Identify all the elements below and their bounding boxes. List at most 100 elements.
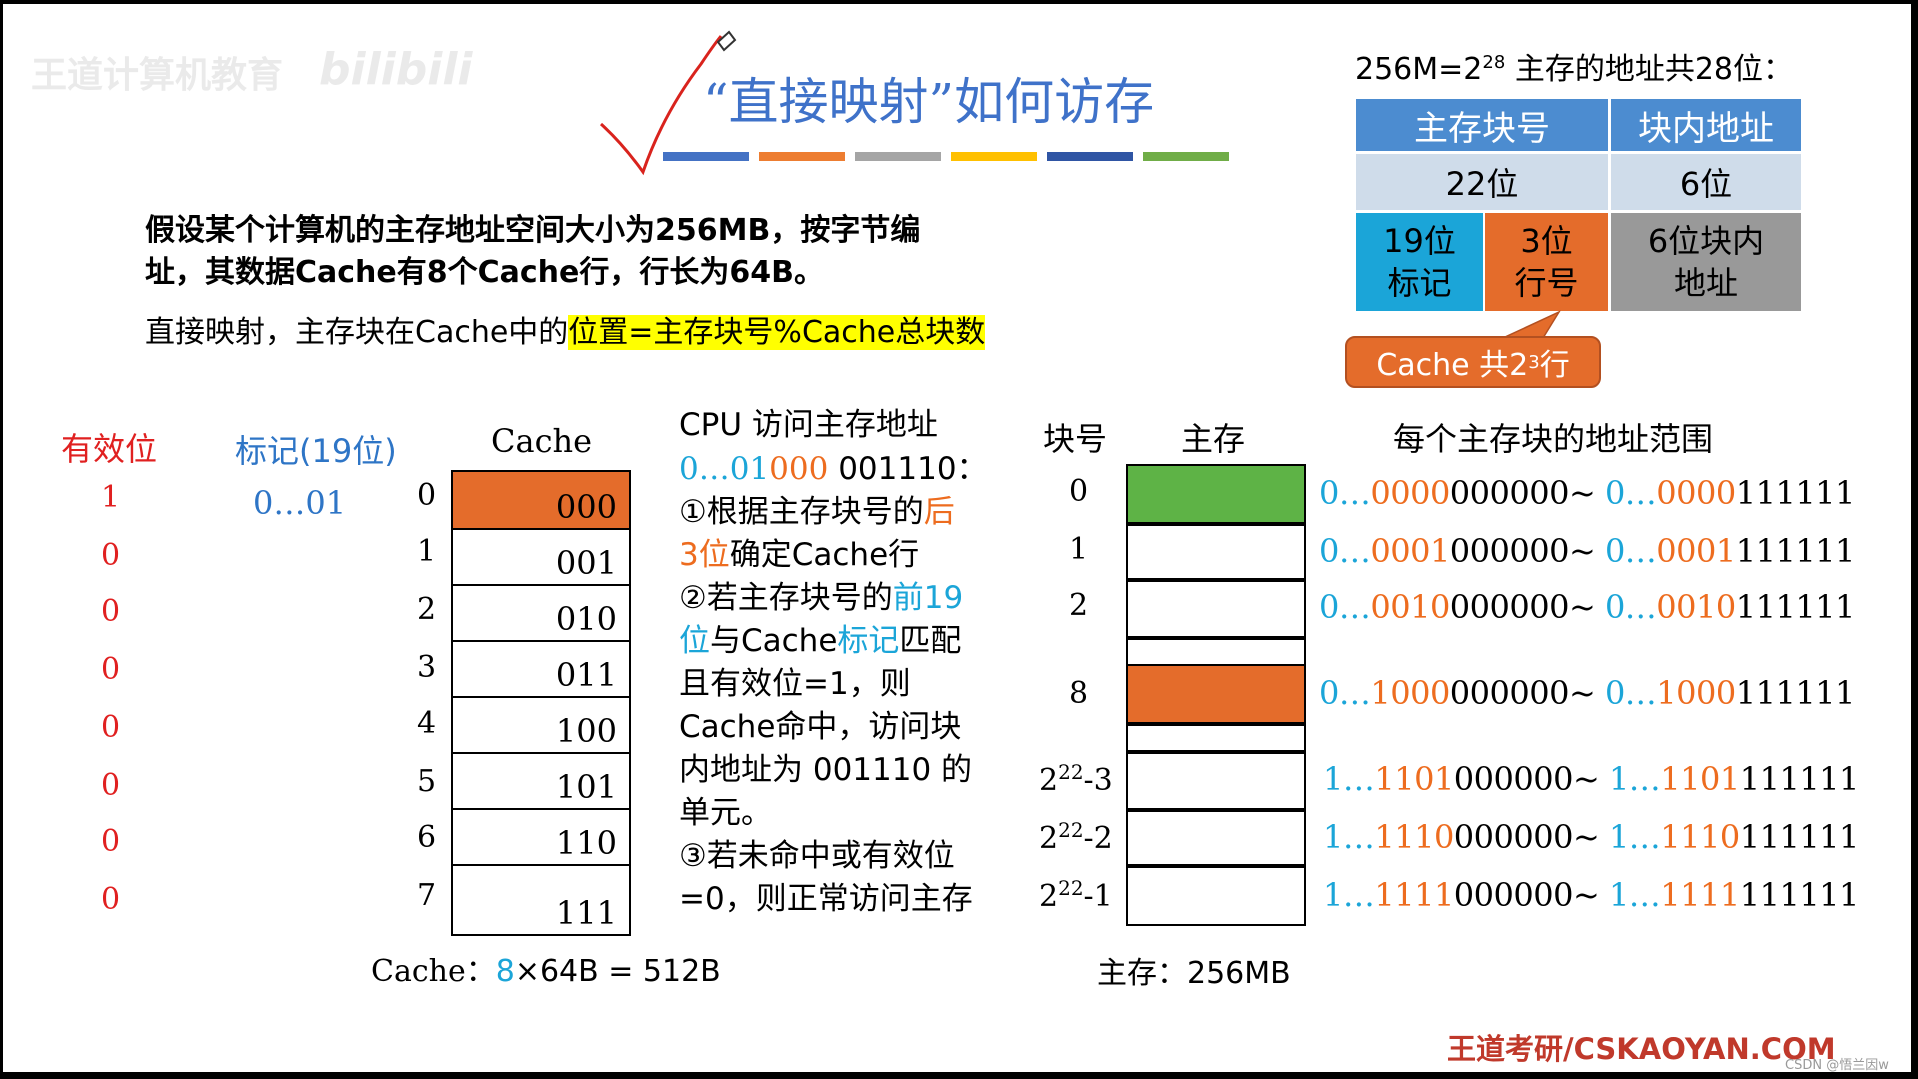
- offset-field: 6位块内 地址: [1611, 213, 1801, 311]
- step2-f: 匹配: [899, 623, 962, 659]
- cache-index: 7: [417, 878, 437, 913]
- range-end-lo: 111111: [1739, 876, 1860, 914]
- cache-line-box: 011: [451, 640, 631, 698]
- tag-field-l1: 19位: [1383, 222, 1456, 260]
- range-tilde: ~: [1568, 474, 1605, 512]
- range-end-hi: 0…: [1604, 532, 1657, 570]
- caption-prefix: 256M=2: [1355, 52, 1483, 87]
- block-id: 0: [1069, 474, 1089, 509]
- cache-line-label: 010: [555, 600, 617, 638]
- title-strip-orange: [759, 152, 845, 161]
- step2-line5: 内地址为 001110 的: [679, 752, 973, 788]
- slide: { "watermark": { "text": "王道计算机教育", "log…: [3, 4, 1911, 1072]
- callout-prefix: Cache 共2: [1376, 348, 1529, 383]
- range-start-mid: 0000: [1370, 474, 1450, 512]
- range-tilde: ~: [1572, 760, 1609, 798]
- cache-footer-rest: ×64B = 512B: [514, 954, 721, 989]
- memory-block-n1: [1126, 864, 1306, 926]
- block-id-exp: 22: [1058, 876, 1084, 900]
- range-start-lo: 000000: [1449, 588, 1570, 626]
- block-id-exp: 22: [1058, 818, 1084, 842]
- range-start-hi: 0…: [1319, 532, 1371, 570]
- range-end-lo: 111111: [1735, 588, 1856, 626]
- cache-line-box: 110: [451, 808, 631, 866]
- title-strip-navy: [1047, 152, 1133, 161]
- block-id: 222-1: [1039, 876, 1113, 914]
- cache-footer-prefix: Cache：: [371, 954, 496, 989]
- step2-c: 位: [679, 623, 710, 659]
- range-start-hi: 0…: [1319, 674, 1371, 712]
- cache-line-box: 100: [451, 696, 631, 754]
- range-end-hi: 0…: [1604, 674, 1657, 712]
- intro-line2: 址，其数据Cache有8个Cache行，行长为64B。: [145, 255, 824, 290]
- step2-line1: ②若主存块号的前19: [679, 577, 963, 620]
- callout-exp: 3: [1528, 351, 1540, 373]
- range-start-lo: 000000: [1453, 760, 1574, 798]
- range-end-mid: 0000: [1656, 474, 1736, 512]
- cache-line-label: 001: [555, 544, 617, 582]
- block-id-suffix: -1: [1083, 879, 1113, 914]
- address-range: 0…0001000000~ 0…0001111111: [1319, 532, 1855, 570]
- intro-line3: 直接映射，主存块在Cache中的位置=主存块号%Cache总块数: [145, 312, 986, 354]
- range-end-mid: 0010: [1656, 588, 1736, 626]
- header-block-number: 块号: [1043, 420, 1108, 458]
- range-start-hi: 1…: [1323, 760, 1375, 798]
- range-tilde: ~: [1572, 818, 1609, 856]
- cache-line-box: 001: [451, 528, 631, 586]
- range-start-lo: 000000: [1453, 818, 1574, 856]
- cache-index: 4: [417, 706, 437, 741]
- title-strip-gray: [855, 152, 941, 161]
- cache-index: 1: [417, 534, 437, 569]
- address-range: 0…0000000000~ 0…0000111111: [1319, 474, 1855, 512]
- header-tag: 标记(19位): [235, 432, 397, 470]
- intro-line1: 假设某个计算机的主存地址空间大小为256MB，按字节编: [145, 213, 921, 248]
- header-block-no: 主存块号: [1356, 99, 1608, 151]
- range-tilde: ~: [1568, 532, 1605, 570]
- cache-line-label: 000: [555, 488, 617, 526]
- range-start-mid: 1000: [1370, 674, 1450, 712]
- title-strip-blue: [663, 152, 749, 161]
- memory-block-2: [1126, 578, 1306, 640]
- range-start-mid: 1110: [1374, 818, 1454, 856]
- header-offset: 块内地址: [1611, 99, 1801, 151]
- cache-size-footer: Cache：8×64B = 512B: [371, 946, 721, 990]
- watermark-text: 王道计算机教育: [31, 55, 284, 96]
- valid-bit: 0: [101, 652, 121, 687]
- valid-bit: 0: [101, 824, 121, 859]
- cache-line-label: 110: [555, 824, 617, 862]
- address-range: 0…0010000000~ 0…0010111111: [1319, 588, 1855, 626]
- range-start-mid: 1111: [1374, 876, 1454, 914]
- range-end-hi: 0…: [1604, 474, 1657, 512]
- range-end-mid: 1111: [1660, 876, 1740, 914]
- address-range: 0…1000000000~ 0…1000111111: [1319, 674, 1855, 712]
- header-address-range: 每个主存块的地址范围: [1393, 420, 1714, 458]
- cache-lines-callout: Cache 共2 3 行: [1345, 336, 1601, 388]
- address-tag: 0…01: [679, 451, 770, 487]
- cache-line-box: 111: [451, 864, 631, 936]
- valid-bit: 0: [101, 768, 121, 803]
- step1-line2: 3位确定Cache行: [679, 534, 919, 577]
- block-id-base: 2: [1039, 763, 1059, 798]
- block-id-base: 2: [1039, 879, 1059, 914]
- step2-d: 与Cache: [710, 623, 838, 659]
- range-end-mid: 1110: [1660, 818, 1740, 856]
- step2-line4: Cache命中，访问块: [679, 709, 962, 745]
- step1-line1: ①根据主存块号的后: [679, 491, 955, 534]
- block-id: 8: [1069, 676, 1089, 711]
- memory-gap-bottom: [1126, 722, 1306, 754]
- tag-field: 19位 标记: [1356, 213, 1483, 311]
- cache-line-label: 011: [555, 656, 617, 694]
- memory-block-n2: [1126, 808, 1306, 868]
- line-field: 3位 行号: [1485, 213, 1608, 311]
- step1-d: 确定Cache行: [729, 537, 920, 573]
- range-end-mid: 1000: [1656, 674, 1736, 712]
- title-strip-green: [1143, 152, 1229, 161]
- cpu-access-title: CPU 访问主存地址: [679, 407, 938, 443]
- offset-field-l2: 地址: [1673, 264, 1738, 302]
- address-line: 000: [769, 451, 829, 487]
- memory-block-0: [1126, 464, 1306, 526]
- block-id: 222-3: [1039, 760, 1113, 798]
- block-id: 1: [1069, 532, 1089, 567]
- callout-suffix: 行: [1539, 348, 1570, 383]
- bilibili-logo: bilibili: [319, 44, 473, 95]
